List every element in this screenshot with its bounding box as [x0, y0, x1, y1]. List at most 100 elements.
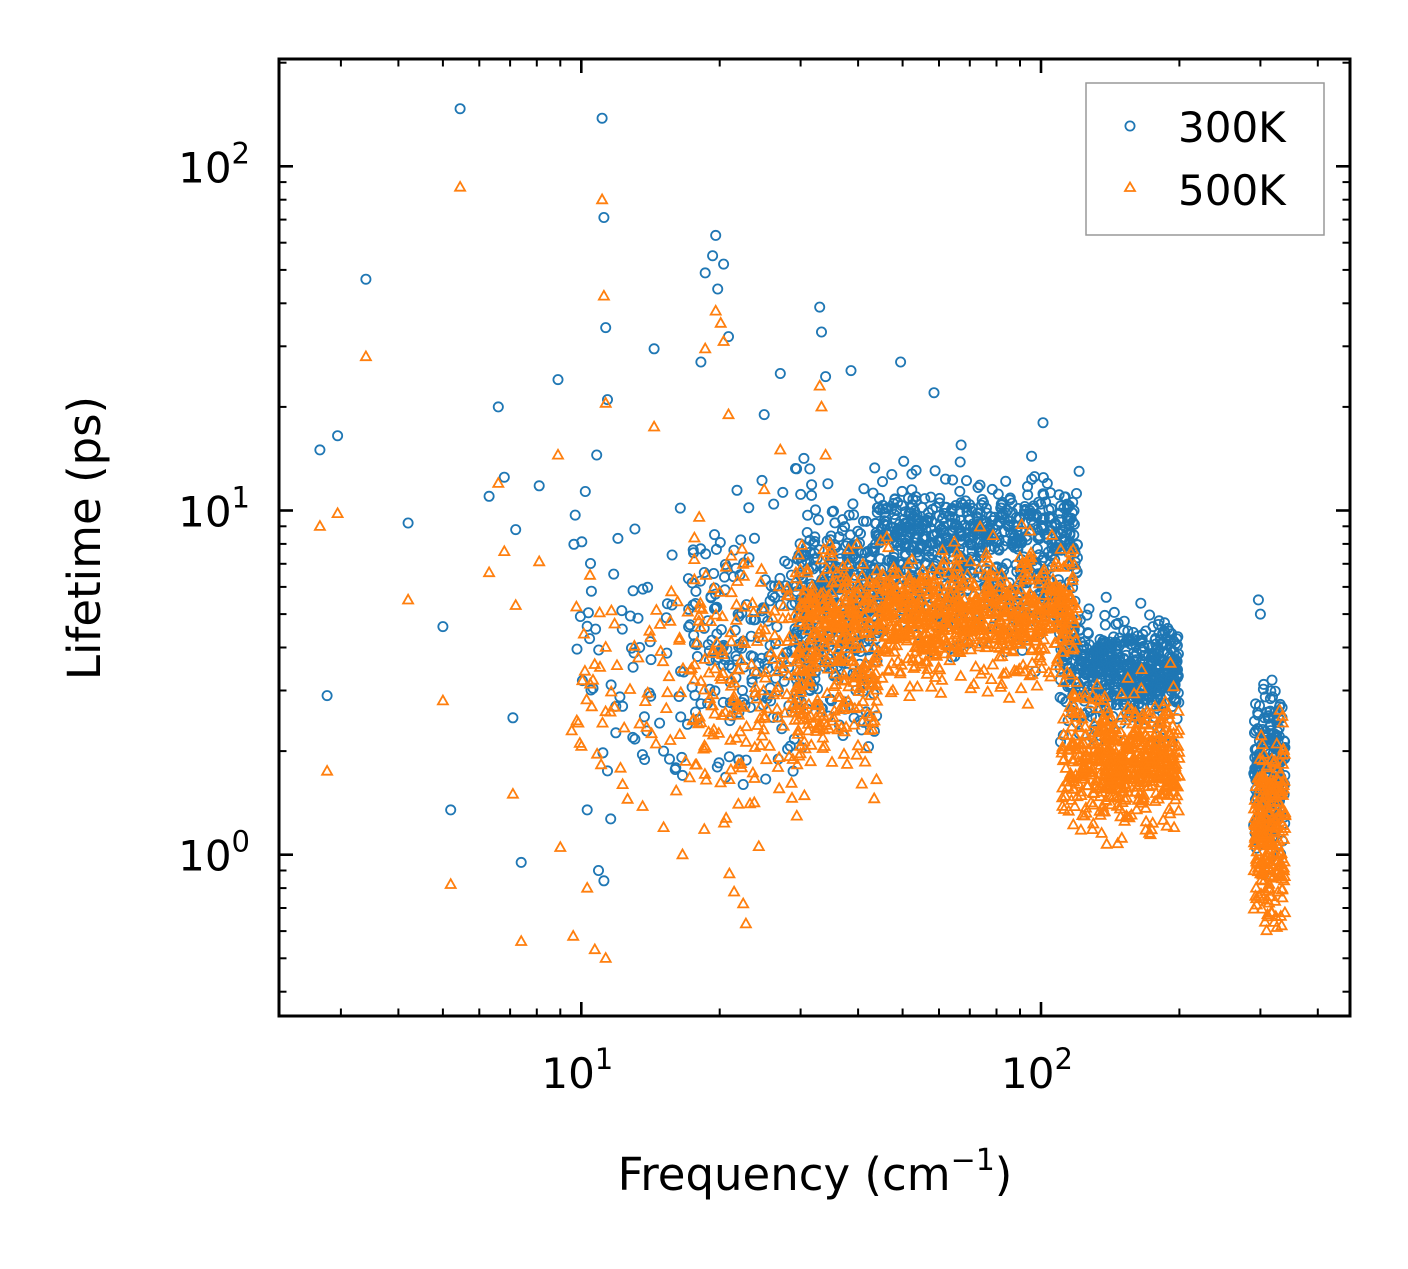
data-point [1096, 737, 1110, 750]
data-point [1101, 701, 1115, 714]
data-point [998, 564, 1010, 576]
data-point [739, 916, 753, 929]
data-point [669, 783, 683, 796]
data-point [1108, 720, 1122, 733]
data-point [1136, 707, 1150, 719]
data-point [928, 387, 940, 399]
data-point [950, 587, 964, 600]
data-point [919, 493, 931, 505]
data-point [893, 625, 907, 637]
data-point [687, 672, 701, 685]
data-point [1164, 673, 1176, 685]
data-point [749, 691, 763, 704]
data-point [1090, 772, 1104, 784]
data-point [867, 640, 881, 652]
data-point [713, 757, 725, 769]
data-point [633, 716, 647, 729]
data-point [599, 640, 613, 652]
data-point [1264, 798, 1278, 811]
data-point [1025, 641, 1039, 654]
data-point [1079, 800, 1093, 813]
data-point [604, 603, 618, 616]
data-point [1075, 636, 1087, 648]
data-point [1277, 778, 1291, 790]
data-point [973, 534, 985, 546]
data-point [1043, 504, 1055, 516]
data-point [885, 632, 899, 645]
data-point [1064, 529, 1076, 541]
data-point [986, 562, 1000, 574]
data-point [1168, 766, 1182, 779]
data-point [839, 592, 853, 605]
data-point [1151, 791, 1166, 804]
data-point [585, 684, 597, 696]
data-point [863, 709, 877, 722]
data-point [1084, 795, 1098, 808]
data-point [709, 685, 721, 697]
data-point [722, 866, 736, 879]
data-point [802, 509, 814, 521]
legend-label-500k: 500K [1178, 166, 1287, 215]
data-point [971, 597, 985, 609]
data-point [792, 748, 806, 761]
data-point [1140, 774, 1154, 787]
data-point [915, 621, 929, 633]
data-point [708, 706, 722, 719]
data-point [807, 590, 821, 603]
data-point [1051, 558, 1066, 571]
data-point [1074, 823, 1088, 835]
data-point [692, 510, 706, 522]
data-point [848, 712, 860, 724]
data-point [731, 797, 745, 809]
data-point [1128, 709, 1142, 721]
data-point [1136, 634, 1148, 646]
data-point [1259, 819, 1273, 832]
data-point [954, 669, 968, 681]
data-point [866, 585, 880, 598]
data-point [1065, 719, 1079, 732]
data-point [816, 741, 830, 753]
data-point [759, 752, 773, 765]
data-point [990, 640, 1004, 652]
data-point [1149, 634, 1161, 646]
data-point [792, 547, 806, 560]
data-point [850, 537, 864, 549]
data-point [736, 557, 750, 569]
data-point [1025, 514, 1037, 526]
data-point [1253, 828, 1267, 841]
data-point [1108, 655, 1120, 667]
data-point [809, 710, 823, 722]
data-point [804, 463, 816, 475]
data-point [936, 523, 948, 535]
data-point [986, 528, 1000, 540]
data-point [907, 602, 922, 615]
data-point [882, 555, 894, 567]
data-point [766, 610, 780, 623]
data-point [870, 654, 884, 667]
data-point [1099, 794, 1113, 806]
data-point [934, 686, 948, 698]
data-point [931, 603, 945, 616]
data-point [981, 568, 995, 581]
data-point [847, 717, 861, 730]
data-point [610, 658, 624, 670]
data-point [672, 633, 686, 645]
data-point [642, 624, 657, 636]
data-point [1156, 813, 1170, 825]
data-point [805, 632, 819, 645]
data-point [1008, 624, 1022, 637]
data-point [719, 571, 731, 583]
data-point [998, 514, 1010, 526]
data-point [1031, 543, 1043, 555]
data-point [1107, 650, 1119, 662]
data-point [890, 584, 904, 597]
data-point [553, 840, 567, 852]
data-point [867, 487, 879, 499]
data-point [980, 635, 994, 648]
data-point [1171, 633, 1183, 645]
data-point [1098, 646, 1110, 658]
data-point [1115, 687, 1129, 699]
data-point [1144, 609, 1156, 621]
data-point [641, 685, 655, 698]
